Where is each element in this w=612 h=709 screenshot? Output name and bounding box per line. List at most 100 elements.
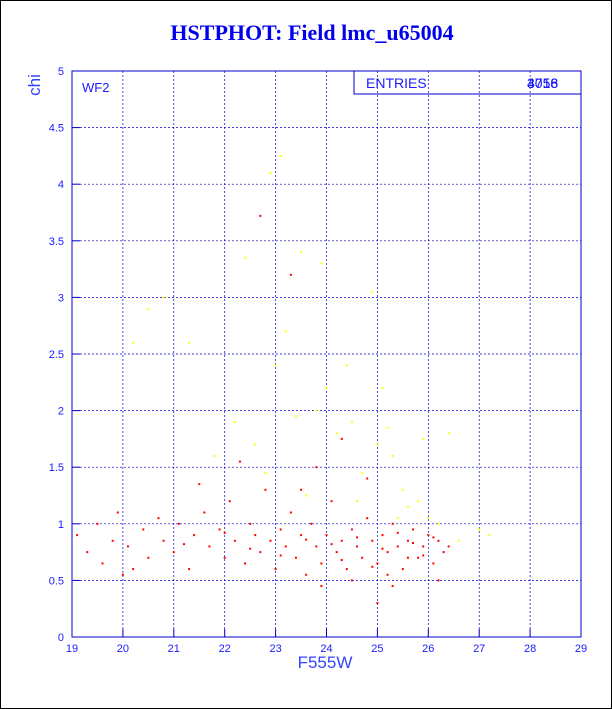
y-tick-label: 2 (58, 406, 64, 418)
point (126, 545, 129, 548)
point (376, 602, 379, 605)
point (233, 420, 236, 423)
y-tick-label: 2.5 (49, 349, 64, 361)
x-tick-label: 26 (422, 643, 434, 655)
point (391, 522, 394, 525)
point (396, 545, 399, 548)
point (305, 538, 308, 541)
point (132, 341, 135, 344)
point (101, 562, 104, 565)
point (442, 551, 445, 554)
point (447, 545, 450, 548)
point (376, 443, 379, 446)
point (315, 545, 318, 548)
point (401, 568, 404, 571)
point (320, 585, 323, 588)
point (223, 556, 226, 559)
point (340, 559, 343, 562)
point (147, 556, 150, 559)
point (366, 517, 369, 520)
point (274, 364, 277, 367)
point (427, 517, 430, 520)
point (320, 262, 323, 265)
point (488, 534, 491, 537)
x-tick-label: 27 (473, 643, 485, 655)
entries-value: 4056 (527, 75, 558, 91)
entries-label: ENTRIES (366, 75, 427, 91)
point (345, 364, 348, 367)
point (325, 534, 328, 537)
point (279, 554, 282, 557)
point (335, 432, 338, 435)
point (121, 573, 124, 576)
point (422, 554, 425, 557)
point (386, 551, 389, 554)
x-tick-label: 20 (117, 643, 129, 655)
point (437, 579, 440, 582)
point (335, 551, 338, 554)
point (188, 341, 191, 344)
point (437, 522, 440, 525)
point (361, 556, 364, 559)
y-tick-label: 3 (58, 292, 64, 304)
point (401, 488, 404, 491)
x-tick-label: 24 (320, 643, 332, 655)
point (325, 386, 328, 389)
point (417, 556, 420, 559)
chart-title: HSTPHOT: Field lmc_u65004 (170, 20, 453, 45)
point (406, 556, 409, 559)
point (269, 171, 272, 174)
point (269, 539, 272, 542)
y-tick-label: 0 (58, 632, 64, 644)
x-tick-label: 28 (524, 643, 536, 655)
point (381, 534, 384, 537)
point (391, 585, 394, 588)
point (162, 539, 165, 542)
point (172, 551, 175, 554)
point (305, 494, 308, 497)
x-tick-label: 29 (575, 643, 587, 655)
point (305, 573, 308, 576)
point (244, 256, 247, 259)
point (361, 471, 364, 474)
point (279, 528, 282, 531)
point (198, 483, 201, 486)
point (208, 545, 211, 548)
point (157, 517, 160, 520)
point (289, 273, 292, 276)
point (294, 415, 297, 418)
point (412, 542, 415, 545)
point (315, 409, 318, 412)
point (350, 579, 353, 582)
point (356, 500, 359, 503)
point (422, 437, 425, 440)
point (142, 528, 145, 531)
point (193, 534, 196, 537)
point (406, 505, 409, 508)
y-tick-label: 5 (58, 66, 64, 78)
point (203, 511, 206, 514)
point (284, 545, 287, 548)
point (396, 517, 399, 520)
point (437, 539, 440, 542)
point (371, 565, 374, 568)
x-tick-label: 22 (219, 643, 231, 655)
point (86, 551, 89, 554)
point (259, 551, 262, 554)
point (386, 426, 389, 429)
point (340, 437, 343, 440)
x-tick-label: 23 (269, 643, 281, 655)
point (371, 539, 374, 542)
point (147, 307, 150, 310)
x-axis-label: F555W (298, 653, 353, 672)
point (279, 154, 282, 157)
x-tick-label: 21 (168, 643, 180, 655)
point (320, 562, 323, 565)
y-tick-label: 1.5 (49, 462, 64, 474)
point (315, 466, 318, 469)
y-tick-label: 3.5 (49, 236, 64, 248)
y-axis-label: chi (25, 74, 44, 96)
point (350, 420, 353, 423)
point (447, 432, 450, 435)
point (177, 522, 180, 525)
